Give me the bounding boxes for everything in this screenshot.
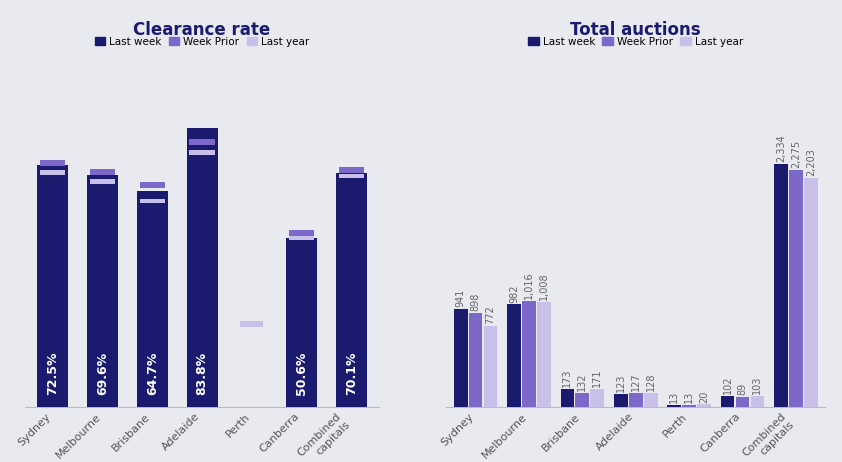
Bar xyxy=(644,393,658,407)
Bar xyxy=(87,175,118,407)
Legend: Last week, Week Prior, Last year: Last week, Week Prior, Last year xyxy=(90,32,314,51)
Text: 102: 102 xyxy=(722,376,733,394)
Text: 70.1%: 70.1% xyxy=(345,352,358,395)
Bar xyxy=(240,321,264,327)
Text: 13: 13 xyxy=(669,391,679,403)
Bar xyxy=(590,389,605,407)
Text: 50.6%: 50.6% xyxy=(296,352,308,395)
Text: 132: 132 xyxy=(578,372,588,391)
Bar xyxy=(90,169,115,175)
Bar xyxy=(189,139,215,145)
Bar xyxy=(736,397,749,407)
Bar xyxy=(721,396,734,407)
Text: 128: 128 xyxy=(646,373,656,391)
Text: 123: 123 xyxy=(616,373,626,392)
Text: 127: 127 xyxy=(631,373,641,391)
Text: 1,016: 1,016 xyxy=(524,272,534,299)
Text: 89: 89 xyxy=(738,383,748,395)
Bar xyxy=(507,304,521,407)
Text: 2,203: 2,203 xyxy=(806,148,816,176)
Bar xyxy=(682,405,696,407)
Bar xyxy=(561,389,574,407)
Bar xyxy=(338,174,365,178)
Bar xyxy=(338,167,365,173)
Text: 72.5%: 72.5% xyxy=(46,352,59,395)
Bar xyxy=(137,191,168,407)
Text: 83.8%: 83.8% xyxy=(195,352,209,395)
Bar xyxy=(37,165,68,407)
Bar xyxy=(189,151,215,155)
Text: 103: 103 xyxy=(753,376,762,394)
Bar xyxy=(454,309,467,407)
Title: Clearance rate: Clearance rate xyxy=(133,21,271,39)
Bar xyxy=(40,170,66,175)
Text: 982: 982 xyxy=(509,284,519,303)
Bar xyxy=(774,164,788,407)
Bar xyxy=(90,179,115,184)
Text: 2,334: 2,334 xyxy=(775,134,786,162)
Bar xyxy=(140,182,165,188)
Bar xyxy=(750,396,765,407)
Text: 1,008: 1,008 xyxy=(539,272,549,300)
Bar xyxy=(469,313,482,407)
Bar xyxy=(483,326,498,407)
Title: Total auctions: Total auctions xyxy=(570,21,701,39)
Text: 173: 173 xyxy=(562,368,573,387)
Text: 171: 171 xyxy=(592,368,602,387)
Text: 20: 20 xyxy=(699,390,709,402)
Bar xyxy=(522,301,536,407)
Text: 772: 772 xyxy=(486,306,496,324)
Bar xyxy=(140,199,165,203)
Bar xyxy=(614,394,627,407)
Text: 898: 898 xyxy=(471,293,481,311)
Text: 64.7%: 64.7% xyxy=(146,352,159,395)
Bar xyxy=(804,177,818,407)
Bar xyxy=(789,170,802,407)
Text: 69.6%: 69.6% xyxy=(96,352,109,395)
Bar xyxy=(289,230,314,236)
Text: 13: 13 xyxy=(684,391,694,403)
Bar xyxy=(667,405,681,407)
Text: 941: 941 xyxy=(456,288,466,307)
Bar xyxy=(336,173,367,407)
Bar xyxy=(187,128,217,407)
Bar xyxy=(40,160,66,166)
Bar xyxy=(537,302,551,407)
Bar xyxy=(575,393,589,407)
Legend: Last week, Week Prior, Last year: Last week, Week Prior, Last year xyxy=(524,32,748,51)
Bar xyxy=(289,235,314,240)
Text: 2,275: 2,275 xyxy=(791,140,801,168)
Bar xyxy=(286,238,317,407)
Bar xyxy=(629,393,642,407)
Bar xyxy=(697,405,711,407)
